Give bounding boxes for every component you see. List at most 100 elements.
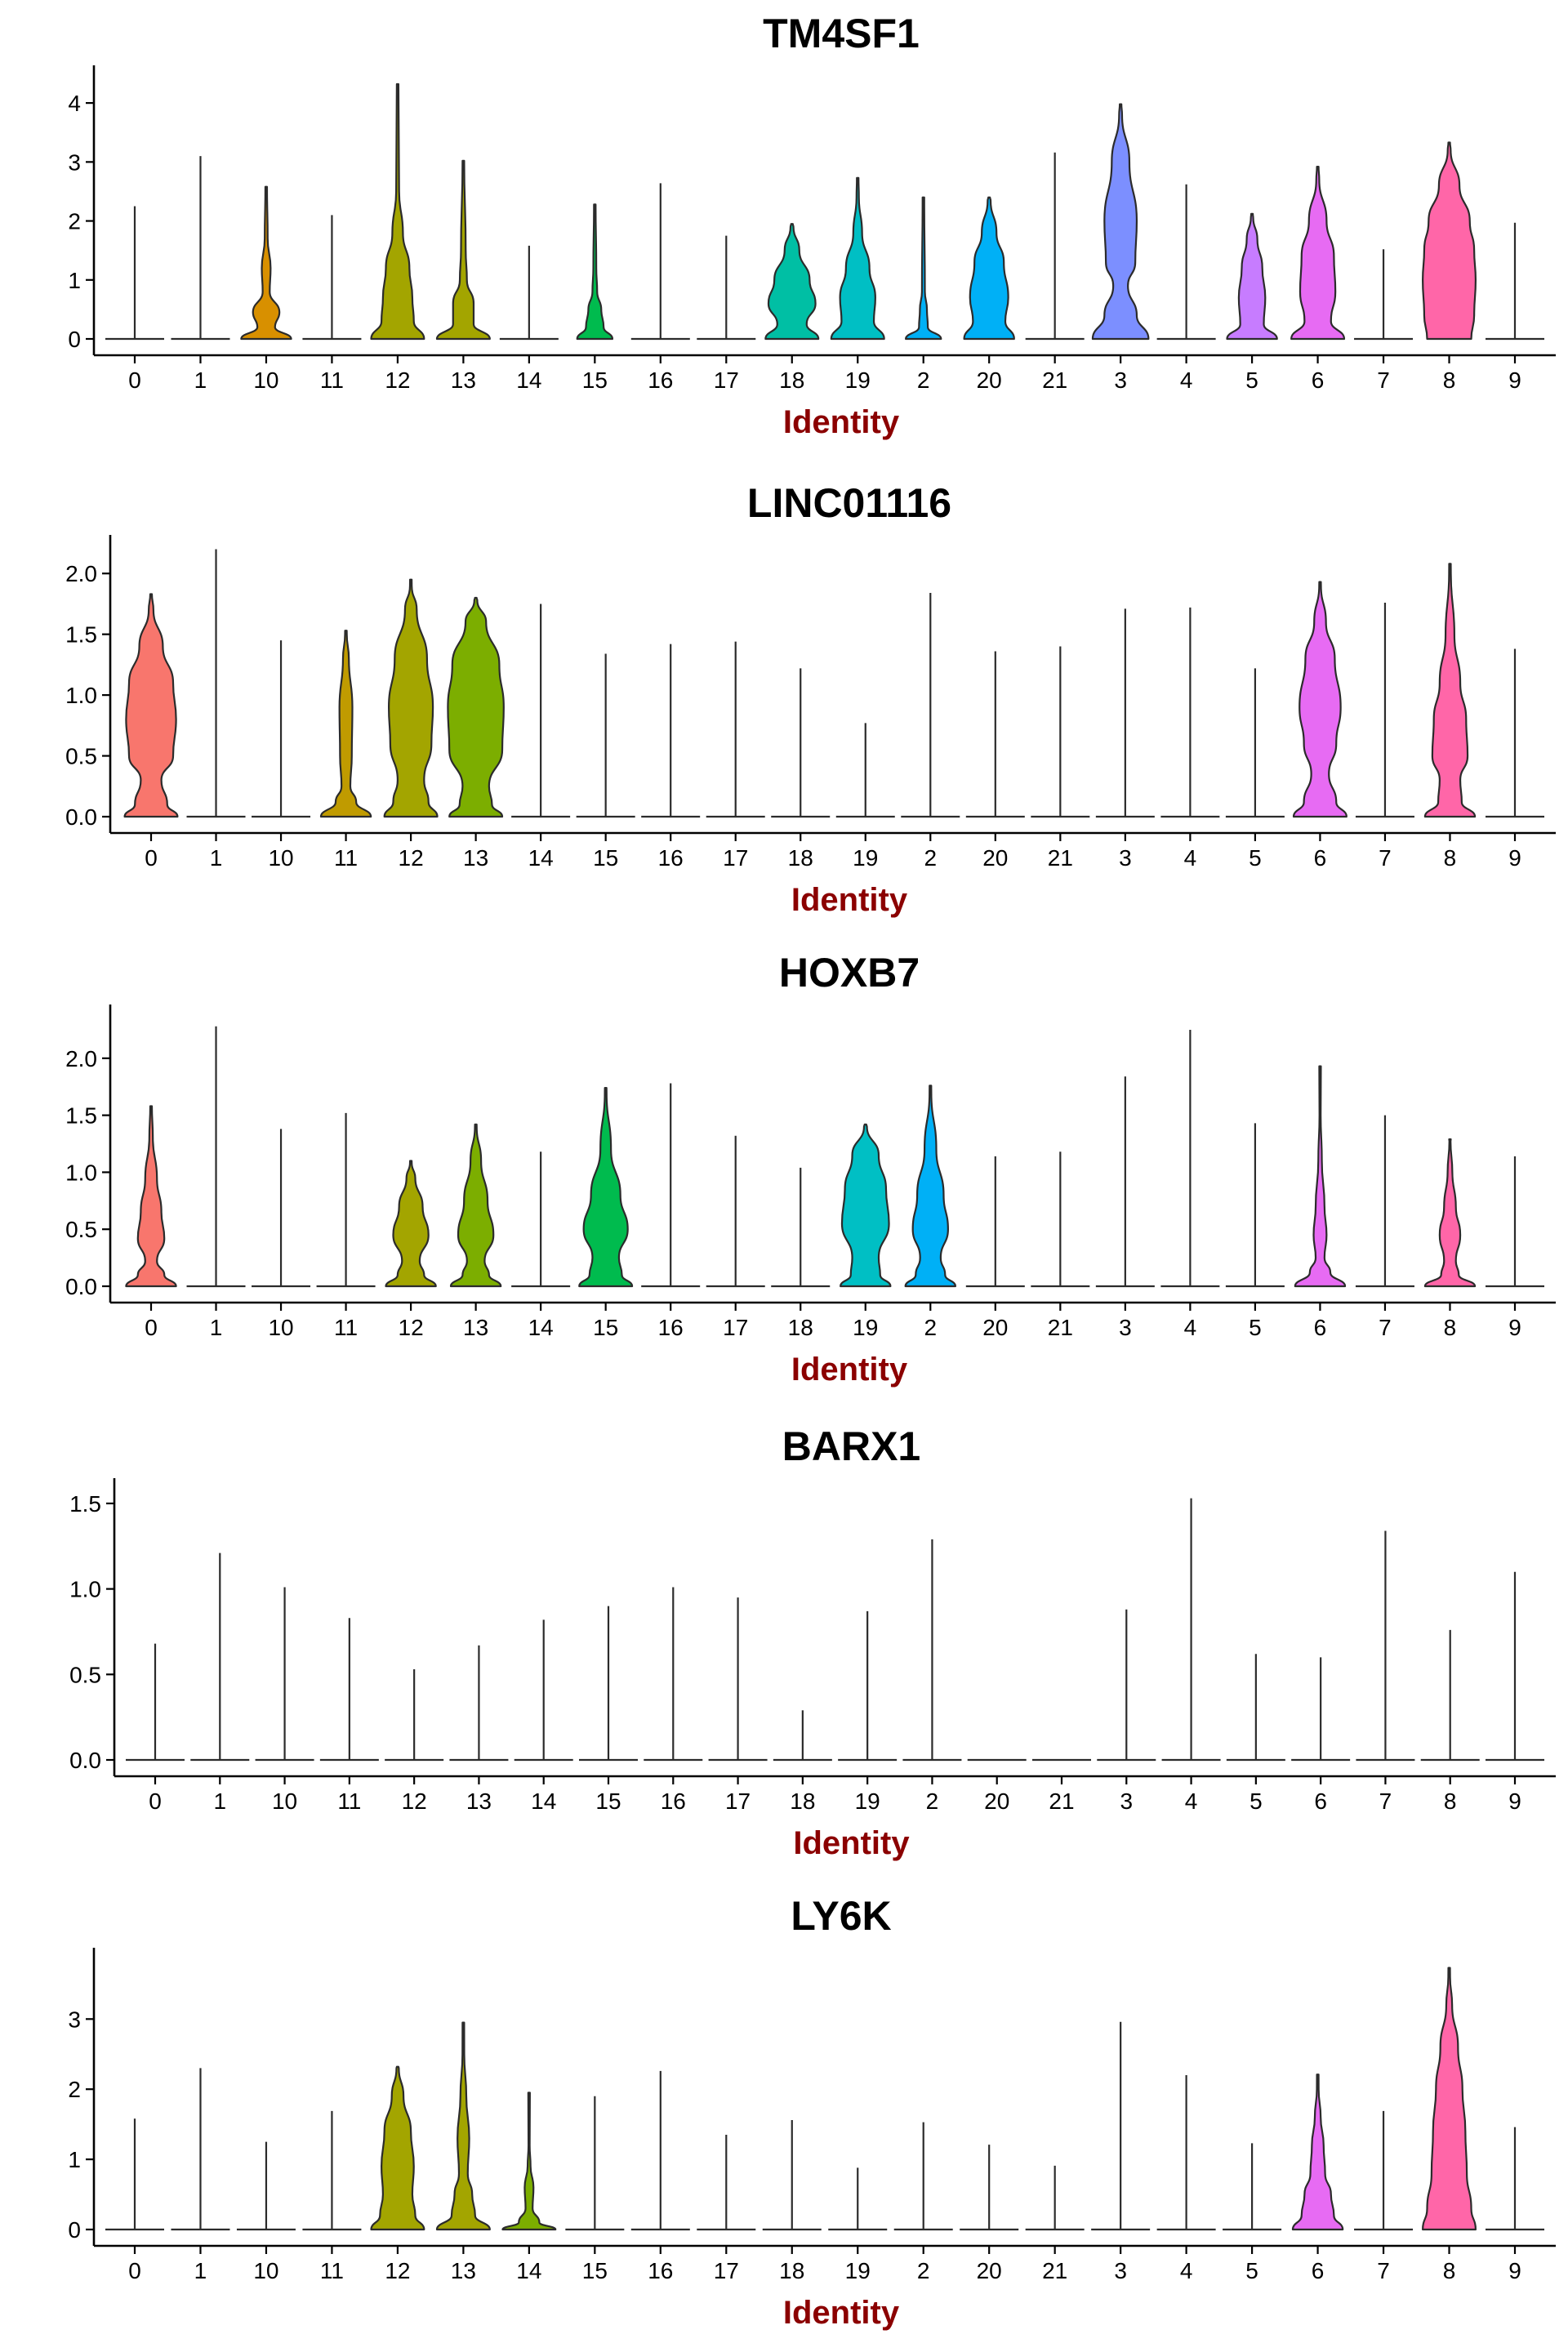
violin-0: [125, 1105, 177, 1288]
violin-3: [1095, 1076, 1155, 1288]
violin-11: [316, 1112, 376, 1288]
x-tick-label: 19: [853, 845, 878, 871]
violin-17: [697, 235, 756, 341]
x-tick-label: 15: [593, 845, 618, 871]
violin-21: [1025, 152, 1085, 341]
x-tick-label: 11: [320, 2258, 344, 2283]
x-tick-label: 3: [1114, 2258, 1127, 2283]
x-tick-label: 11: [334, 1315, 358, 1340]
x-axis-label: Identity: [791, 1352, 908, 1388]
x-tick-label: 5: [1249, 845, 1262, 871]
panel-title: LY6K: [791, 1893, 891, 1939]
y-tick-label: 0.0: [69, 1748, 101, 1773]
y-tick-label: 2.0: [65, 1046, 97, 1071]
violin-15: [565, 2096, 625, 2231]
x-tick-label: 6: [1314, 1788, 1327, 1814]
x-tick-label: 12: [402, 1788, 427, 1814]
violin-body: [319, 630, 372, 818]
violin-12: [370, 82, 425, 341]
y-tick-label: 1: [68, 268, 81, 293]
x-tick-label: 12: [385, 2258, 410, 2283]
x-tick-label: 13: [463, 1315, 488, 1340]
x-tick-label: 20: [977, 2258, 1002, 2283]
violin-14: [499, 245, 559, 341]
violin-body: [1290, 166, 1346, 341]
x-tick-label: 1: [210, 1315, 223, 1340]
violin-15: [576, 653, 635, 818]
violin-10: [252, 1129, 311, 1288]
violin-11: [319, 630, 372, 818]
violin-9: [1486, 648, 1544, 818]
x-tick-label: 4: [1184, 1315, 1197, 1340]
x-tick-label: 1: [213, 1788, 226, 1814]
violin-body: [383, 578, 439, 818]
violin-6: [1291, 1657, 1351, 1762]
violin-15: [578, 1087, 634, 1288]
violin-19: [838, 1610, 898, 1762]
violin-7: [1355, 1115, 1414, 1288]
violin-12: [370, 2065, 425, 2231]
x-tick-label: 0: [145, 845, 158, 871]
x-tick-label: 17: [723, 845, 748, 871]
violin-body: [830, 176, 885, 341]
violin-5: [1225, 1123, 1285, 1288]
x-tick-label: 19: [845, 2258, 871, 2283]
x-tick-label: 15: [582, 368, 608, 393]
violin-18: [764, 223, 820, 341]
x-tick-label: 5: [1250, 1788, 1263, 1814]
x-tick-label: 10: [253, 368, 278, 393]
x-tick-label: 14: [531, 1788, 556, 1814]
violin-body: [1423, 563, 1477, 818]
x-tick-label: 11: [337, 1788, 361, 1814]
violin-15: [576, 203, 614, 341]
x-tick-label: 20: [982, 845, 1008, 871]
x-tick-label: 7: [1377, 368, 1390, 393]
violin-9: [1486, 1156, 1544, 1288]
violin-body: [963, 196, 1015, 341]
x-tick-label: 1: [194, 2258, 207, 2283]
x-tick-label: 8: [1444, 1315, 1457, 1340]
violin-body: [904, 1085, 956, 1288]
violin-3: [1091, 2021, 1151, 2231]
x-tick-label: 6: [1314, 1315, 1327, 1340]
x-tick-label: 9: [1508, 1788, 1521, 1814]
x-tick-label: 0: [128, 368, 141, 393]
violin-17: [706, 641, 765, 818]
violin-4: [1160, 607, 1220, 818]
violin-8: [1423, 563, 1477, 818]
x-tick-label: 4: [1180, 2258, 1193, 2283]
violin-body: [240, 185, 292, 341]
x-tick-label: 2: [926, 1788, 939, 1814]
violin-20: [965, 1156, 1025, 1288]
x-tick-label: 5: [1245, 368, 1258, 393]
violin-17: [697, 2135, 756, 2231]
violin-13: [449, 1645, 509, 1762]
x-tick-label: 8: [1443, 2258, 1456, 2283]
violin-body: [1423, 1138, 1477, 1288]
violin-15: [579, 1606, 638, 1762]
x-tick-label: 3: [1119, 845, 1132, 871]
x-tick-label: 3: [1119, 1315, 1132, 1340]
violin-19: [835, 723, 895, 818]
violin-5: [1226, 212, 1278, 341]
violin-2: [904, 1085, 956, 1288]
violin-10: [236, 2141, 296, 2231]
violin-body: [1422, 141, 1477, 341]
violin-16: [630, 2070, 690, 2231]
violin-5: [1225, 668, 1285, 818]
y-tick-label: 1.0: [65, 683, 97, 708]
x-tick-label: 4: [1184, 845, 1197, 871]
violin-0: [126, 1643, 185, 1762]
violin-3: [1095, 608, 1155, 818]
y-tick-label: 1.0: [69, 1577, 101, 1602]
x-tick-label: 21: [1042, 2258, 1067, 2283]
violin-12: [383, 578, 439, 818]
violin-18: [771, 1167, 831, 1288]
violin-panel-3: HOXB7 0.0 0.5 1.0 1.5 2.0 0 1 10 11 12 13 14 15 16 17 18…: [65, 950, 1556, 1388]
violin-panel-2: LINC01116 0.0 0.5 1.0 1.5 2.0 0 1 10 11 12 13 14 15 16…: [65, 480, 1556, 918]
violin-4: [1161, 1498, 1221, 1762]
panel-title: BARX1: [782, 1423, 920, 1469]
